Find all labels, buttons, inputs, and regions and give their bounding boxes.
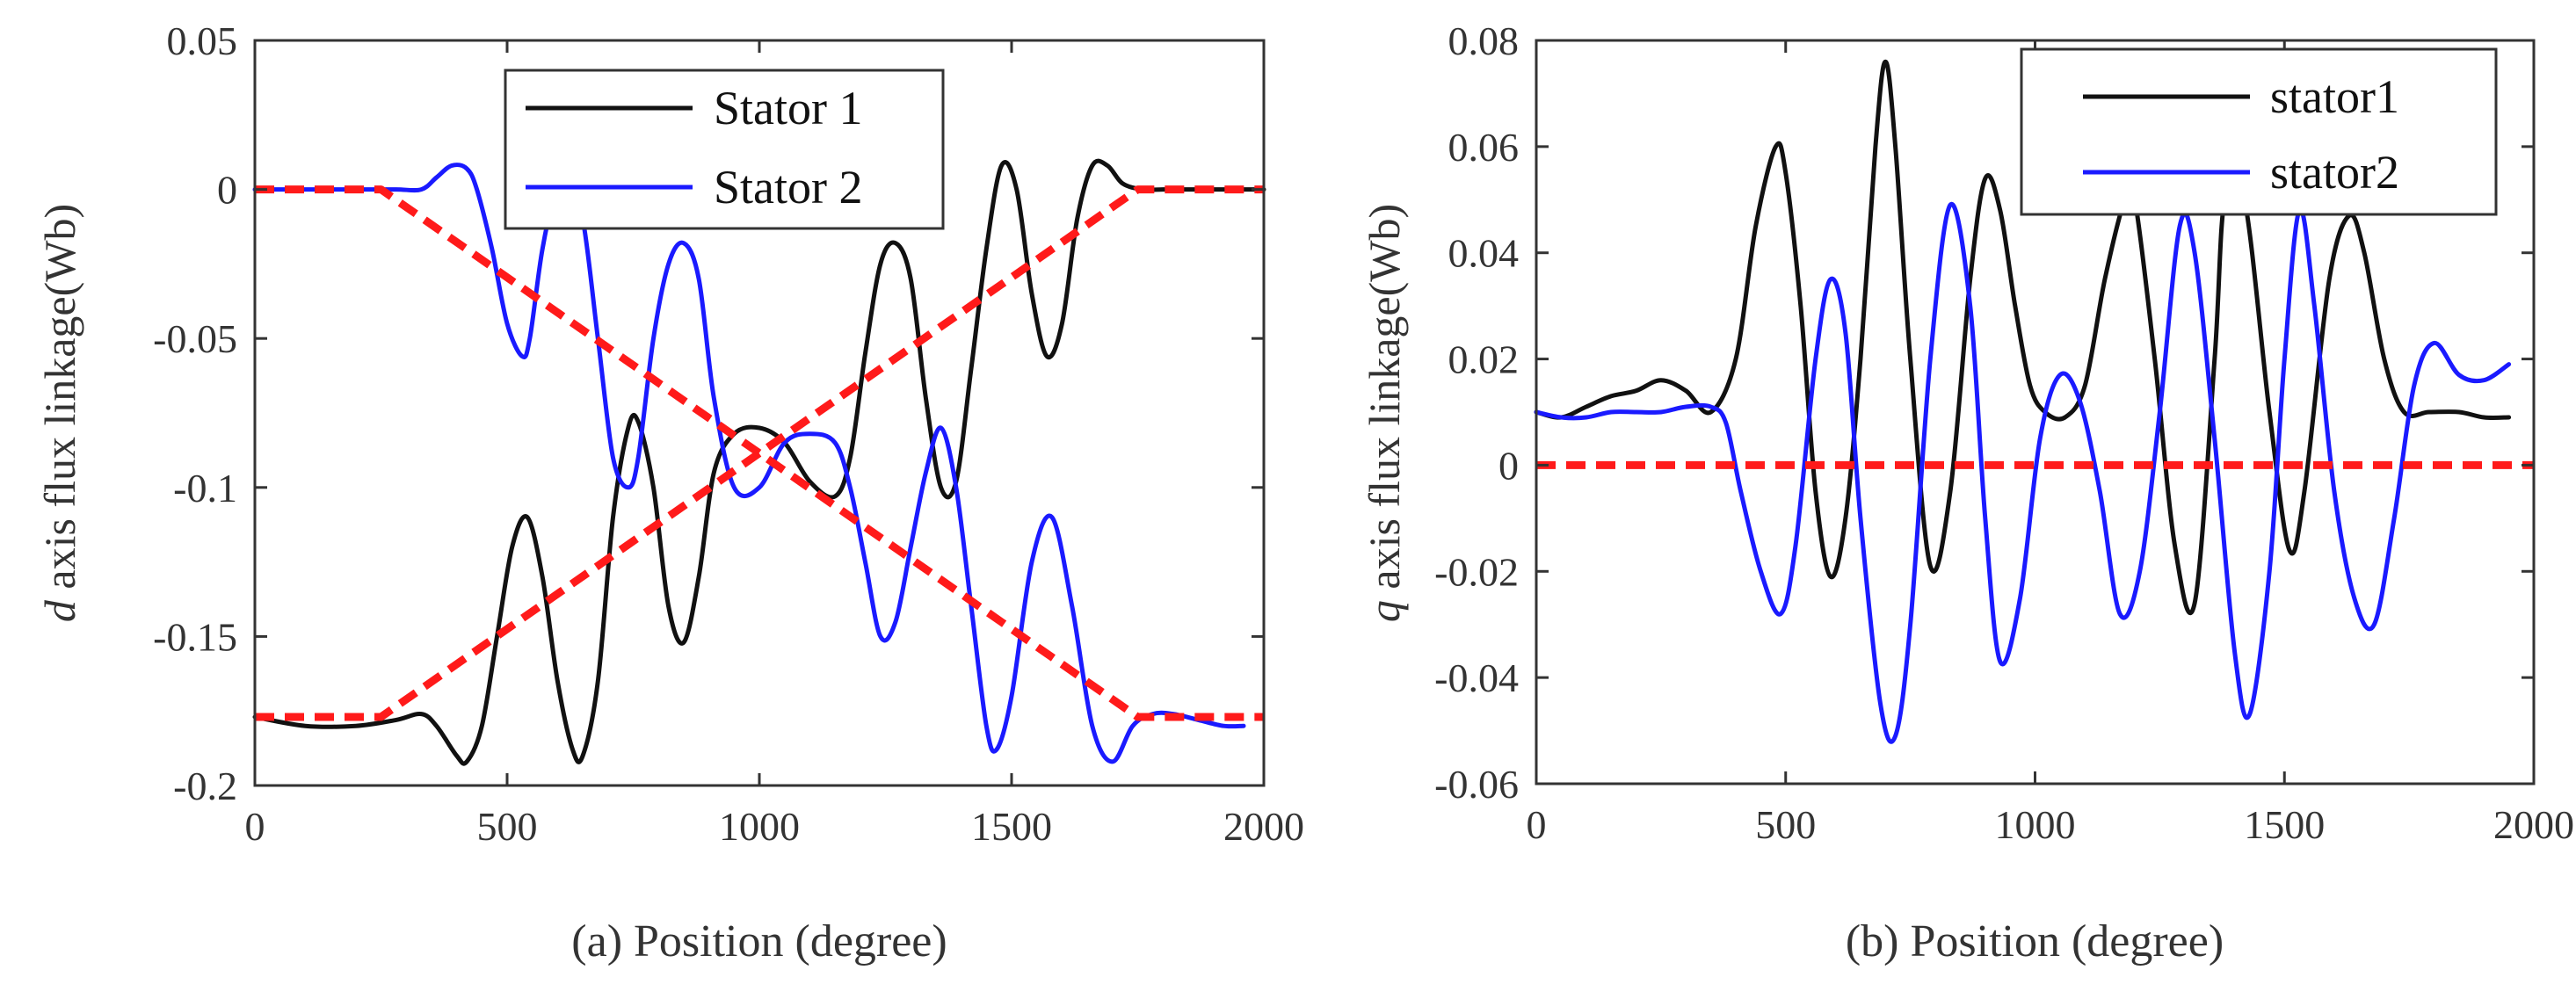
panel-a-y-axis-label-rest: axis flux linkage(Wb) (35, 204, 84, 600)
panel-b-plot-frame (1535, 39, 2536, 785)
panel-b-x-tick-label: 0 (1527, 802, 1547, 847)
panel-a-y-tick-label: 0.05 (167, 18, 238, 63)
panel-a-x-tick-label: 0 (245, 804, 265, 849)
panel-b-x-tick-label: 2000 (2493, 802, 2574, 847)
panel-b-x-ticks: 0 500 1000 1500 2000 (1527, 40, 2574, 847)
panel-b-legend-box (2020, 47, 2498, 216)
panel-b-caption: (b) Position (degree) (1846, 916, 2224, 966)
panel-a-series-stator-2 (252, 163, 1246, 764)
panel-b-x-tick-label: 500 (1755, 802, 1816, 847)
panel-a-x-ticks: 0 500 1000 1500 2000 (245, 40, 1304, 849)
panel-a-y-axis-label: d axis flux linkage(Wb) (35, 204, 84, 622)
panel-b-y-axis-label-rest: axis flux linkage(Wb) (1360, 204, 1409, 600)
panel-a-y-tick-label: -0.1 (173, 466, 237, 510)
panel-a-series-group (252, 158, 1266, 766)
panel-b-y-tick-label: -0.04 (1434, 655, 1519, 700)
panel-a-x-tick-label: 1500 (971, 804, 1052, 849)
panel-b-series-stator1 (1534, 59, 2512, 616)
panel-b-y-tick-label: 0.08 (1448, 18, 1520, 63)
panel-a-legend-label-stator-1: Stator 1 (714, 82, 863, 134)
panel-a-legend-label-stator-2: Stator 2 (714, 161, 863, 214)
panel-a-legend-box (504, 69, 945, 230)
panel-a-legend: Stator 1 Stator 2 (504, 69, 945, 230)
panel-b-y-ticks: 0.08 0.06 0.04 0.02 0 -0.02 -0.04 -0.06 (1434, 18, 2534, 807)
panel-b-y-tick-label: -0.02 (1434, 549, 1519, 594)
panel-a-caption: (a) Position (degree) (571, 916, 947, 966)
panel-a-y-ticks: 0.05 0 -0.05 -0.1 -0.15 -0.2 (153, 18, 1264, 808)
panel-b-q-axis-chart: 0.08 0.06 0.04 0.02 0 -0.02 -0.04 -0.06 0 500 100… (1360, 18, 2574, 966)
panel-a-series-avg-dashed-1 (255, 185, 1264, 721)
panel-b-y-tick-label: 0 (1498, 443, 1519, 488)
panel-a-series-avg-dashed-2 (255, 185, 1264, 721)
panel-a-plot-frame (253, 39, 1266, 787)
panel-a-y-tick-label: -0.2 (173, 764, 237, 808)
panel-b-y-tick-label: -0.06 (1434, 762, 1519, 807)
panel-a-x-tick-label: 1000 (719, 804, 800, 849)
panel-a-d-axis-chart: 0.05 0 -0.05 -0.1 -0.15 -0.2 0 500 1000 1500 2000… (35, 18, 1304, 966)
panel-b-legend-label-stator2: stator2 (2270, 146, 2399, 199)
panel-b-legend-label-stator1: stator1 (2270, 70, 2399, 123)
panel-b-y-axis-label-italic: q (1360, 600, 1409, 622)
panel-a-y-tick-label: 0 (217, 168, 237, 213)
panel-b-legend: stator1 stator2 (2020, 47, 2498, 216)
panel-a-y-axis-label-italic: d (35, 599, 84, 622)
panel-b-y-tick-label: 0.04 (1448, 231, 1520, 276)
panel-b-x-tick-label: 1000 (1995, 802, 2076, 847)
panel-a-x-tick-label: 2000 (1223, 804, 1304, 849)
panel-a-y-tick-label: -0.05 (153, 316, 237, 361)
panel-b-series-stator2 (1534, 201, 2512, 744)
panel-b-y-axis-label: q axis flux linkage(Wb) (1360, 204, 1409, 622)
panel-b-y-tick-label: 0.02 (1448, 337, 1520, 382)
panel-b-series-group (1534, 59, 2534, 744)
panel-b-y-tick-label: 0.06 (1448, 125, 1520, 170)
panel-a-series-stator-1 (252, 158, 1266, 766)
panel-b-x-tick-label: 1500 (2244, 802, 2325, 847)
panel-a-x-tick-label: 500 (477, 804, 538, 849)
panel-a-y-tick-label: -0.15 (153, 614, 237, 659)
